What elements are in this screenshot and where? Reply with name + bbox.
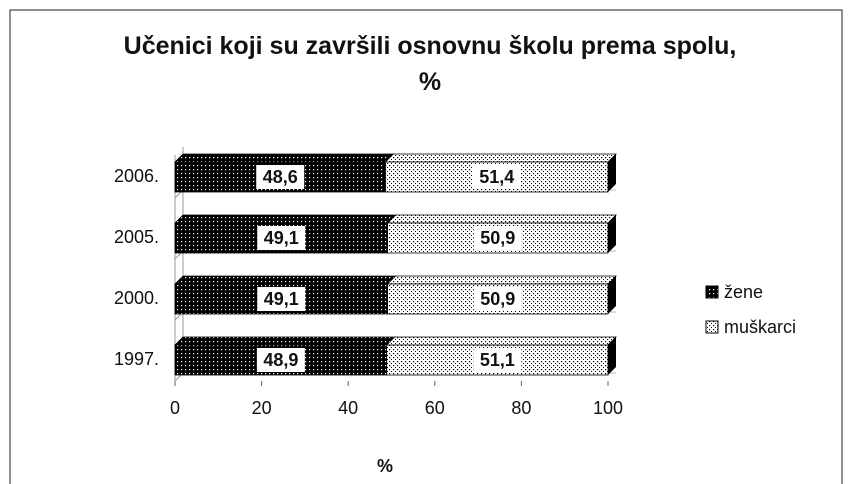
value-label: 51,1 — [480, 350, 515, 370]
legend-label: žene — [724, 282, 763, 302]
value-label: 49,1 — [264, 228, 299, 248]
bar-side — [608, 215, 616, 253]
bar-side — [608, 276, 616, 314]
y-tick-label: 1997. — [114, 349, 159, 369]
value-label-box — [473, 226, 522, 250]
bar-side — [608, 337, 616, 375]
bar-top — [174, 336, 396, 346]
bar-top — [386, 275, 617, 285]
x-axis-label: % — [377, 456, 393, 476]
x-tick-label: 40 — [338, 398, 358, 418]
x-tick-label: 80 — [511, 398, 531, 418]
x-tick-label: 0 — [170, 398, 180, 418]
x-tick-label: 60 — [425, 398, 445, 418]
value-label-box — [472, 165, 521, 189]
bar-top — [174, 275, 397, 285]
bar-top — [174, 214, 397, 224]
bar-side — [608, 154, 616, 192]
value-label-box — [256, 165, 305, 189]
y-tick-label: 2005. — [114, 227, 159, 247]
legend-swatch — [705, 285, 719, 299]
value-label: 48,6 — [263, 167, 298, 187]
value-label-box — [473, 287, 522, 311]
value-label: 49,1 — [264, 289, 299, 309]
value-label-box — [257, 287, 306, 311]
chart-frame — [9, 9, 843, 484]
value-label-box — [473, 348, 522, 372]
bar-top — [174, 153, 395, 163]
y-tick-label: 2000. — [114, 288, 159, 308]
legend-label: muškarci — [724, 317, 796, 337]
bar-top — [386, 214, 617, 224]
x-tick-label: 100 — [593, 398, 623, 418]
legend-swatch — [705, 320, 719, 334]
chart-title: Učenici koji su završili osnovnu školu p… — [123, 32, 737, 96]
bar-top — [384, 153, 617, 163]
y-tick-label: 2006. — [114, 166, 159, 186]
value-label: 48,9 — [263, 350, 298, 370]
value-label-box — [256, 348, 305, 372]
value-label: 51,4 — [479, 167, 514, 187]
value-label-box — [257, 226, 306, 250]
value-label: 50,9 — [480, 228, 515, 248]
bar-top — [385, 336, 617, 346]
x-tick-label: 20 — [252, 398, 272, 418]
value-label: 50,9 — [480, 289, 515, 309]
